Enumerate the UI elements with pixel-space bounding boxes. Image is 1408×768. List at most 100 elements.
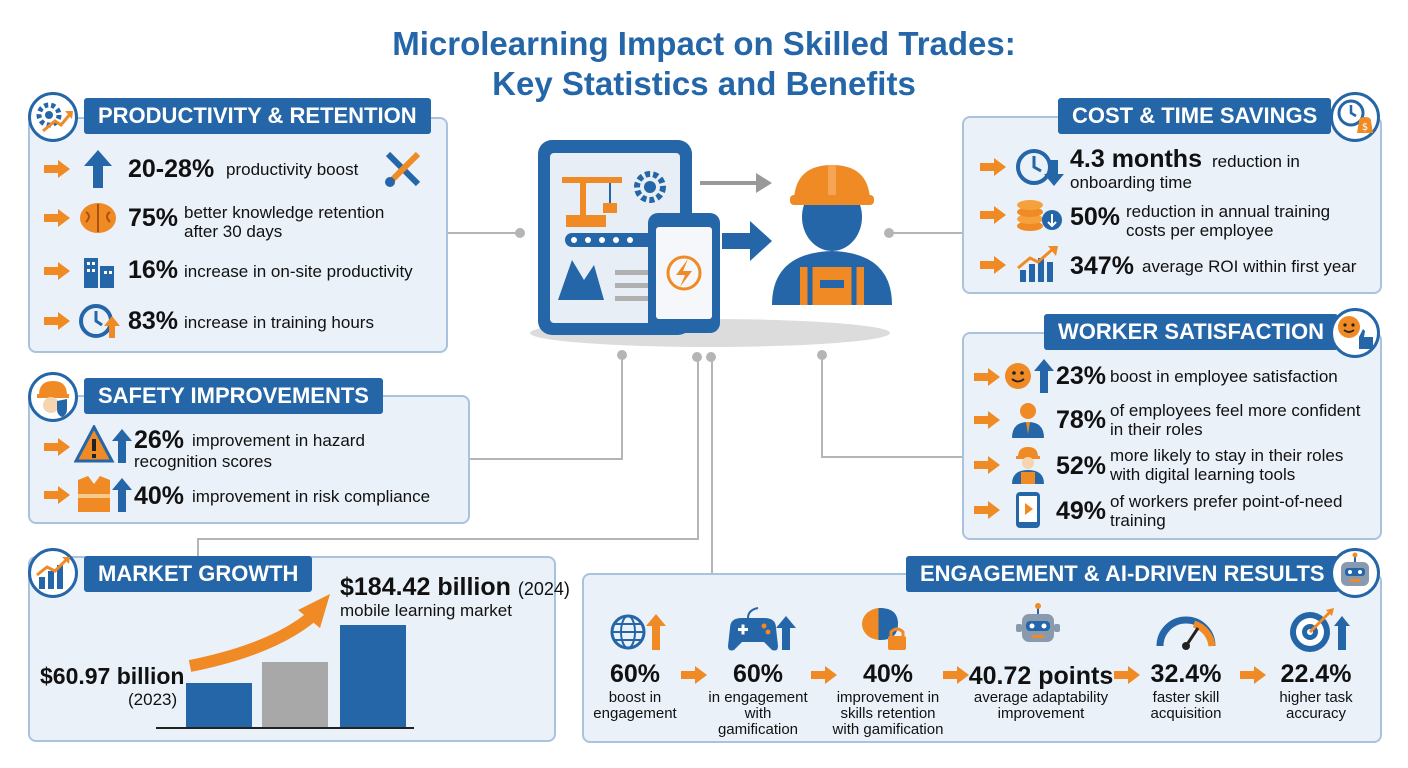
clock-money-icon: $ [1330,92,1380,142]
engagement-value-2: 60% [732,660,784,688]
productivity-value-3: 16% [128,256,179,284]
safety-text-1: improvement in hazard [192,431,365,450]
productivity-value-2: 75% [128,204,179,232]
robot-icon [1016,603,1060,642]
cost-header: COST & TIME SAVINGS [1058,98,1332,134]
growth-chart-icon [28,548,78,598]
bullet-arrow-icon [974,411,1000,429]
growth-chart-icon [1017,246,1058,282]
market-2024-value: $184.42 billion (2024) [340,573,570,602]
satisfaction-value-4: 49% [1056,497,1107,525]
engagement-value-3: 40% [862,660,914,688]
productivity-text-2: better knowledge retention [184,203,385,222]
vest-icon [78,476,132,512]
bullet-arrow-icon [1240,666,1266,684]
satisfaction-value-2: 78% [1056,406,1107,434]
warning-icon [74,425,132,463]
bullet-arrow-icon [44,209,70,227]
target-icon [1290,608,1350,652]
smiley-thumbs-up-icon [1330,308,1380,358]
cost-value-2: 50% [1070,203,1121,231]
satisfaction-text-3: more likely to stay in their roles [1110,446,1344,465]
cost-text-3: average ROI within first year [1142,257,1357,276]
coins-icon [1017,200,1062,231]
gear-growth-icon [28,92,78,142]
bullet-arrow-icon [44,160,70,178]
central-illustration [530,140,892,347]
bullet-arrow-icon [44,262,70,280]
gauge-icon [1156,616,1216,650]
engagement-label-2-line-3: gamification [717,721,799,738]
robot-icon [1330,548,1380,598]
engagement-value-6: 22.4% [1280,660,1352,688]
clock-up-icon [79,304,120,338]
engagement-value-1: 60% [609,660,661,688]
satisfaction-text-3b: with digital learning tools [1110,465,1296,484]
building-icon [84,258,114,288]
market-2023-year: (2023) [128,690,178,709]
bullet-arrow-icon [44,438,70,456]
engagement-label-6-line-2: accuracy [1285,705,1347,722]
productivity-value-4: 83% [128,307,179,335]
satisfaction-header: WORKER SATISFACTION [1044,314,1339,350]
worker-icon [1012,447,1044,484]
productivity-text-2b: after 30 days [184,222,283,241]
productivity-header: PRODUCTIVITY & RETENTION [84,98,431,134]
market-bar-chart [156,594,414,729]
engagement-label-6-line-1: higher task [1279,689,1353,706]
gamepad-icon [728,607,796,651]
gear-icon [634,171,666,203]
employee-icon [1012,403,1044,438]
bullet-arrow-icon [681,666,707,684]
globe-up-icon [610,614,666,650]
growth-arrow [188,613,314,672]
engagement-label-3: improvement in skills retention with gam… [823,690,953,738]
market-2024-year: (2024) [517,579,570,599]
bullet-arrow-icon [943,666,969,684]
brain-lock-icon [862,608,906,650]
engagement-panel [582,573,1382,743]
market-2023-value: $60.97 billion [40,663,185,689]
svg-text:$: $ [1362,122,1368,133]
engagement-label-5: faster skill acquisition [1136,690,1236,722]
brain-icon [80,203,116,233]
engagement-label-3-line-3: with gamification [832,721,944,738]
engagement-label-2-line-1: in engagement [708,689,808,706]
market-bar-mid [262,662,328,728]
bullet-arrow-icon [44,312,70,330]
cost-value-1: 4.3 months [1070,145,1202,173]
cost-text-1b: onboarding time [1070,173,1192,192]
engagement-label-2: in engagement with gamification [698,690,818,738]
engagement-label-3-line-2: skills retention [840,705,936,722]
bullet-arrow-icon [44,486,70,504]
engagement-label-2-line-2: with [744,705,772,722]
engagement-value-4: 40.72 points [968,662,1114,690]
safety-value-2: 40% [134,482,185,510]
productivity-text-3: increase in on-site productivity [184,262,413,281]
satisfaction-text-4: of workers prefer point-of-need [1110,492,1343,511]
productivity-text-4: increase in training hours [184,313,374,332]
phone-play-icon [1016,492,1040,528]
engagement-label-4: average adaptability improvement [966,690,1116,722]
safety-value-1: 26% [134,426,185,454]
market-header: MARKET GROWTH [84,556,313,592]
up-arrow-icon [84,150,112,188]
satisfaction-text-2b: in their roles [1110,420,1203,439]
safety-text-1b: recognition scores [134,452,272,471]
helmet-shield-icon [28,372,78,422]
engagement-header: ENGAGEMENT & AI-DRIVEN RESULTS [906,556,1339,592]
safety-text-2: improvement in risk compliance [192,487,431,506]
bullet-arrow-icon [974,456,1000,474]
market-bar-2024 [340,625,406,728]
satisfaction-text-2: of employees feel more confident [1110,401,1361,420]
satisfaction-text-4b: training [1110,511,1166,530]
title-line-2: Key Statistics and Benefits [492,65,916,102]
cost-value-3: 347% [1070,252,1134,280]
engagement-label-5-line-1: faster skill [1152,689,1220,706]
worker-icon [772,165,892,305]
engagement-value-5: 32.4% [1150,660,1222,688]
page-title: Microlearning Impact on Skilled Trades: … [0,24,1408,104]
engagement-label-6: higher task accuracy [1266,690,1366,722]
bullet-arrow-icon [974,501,1000,519]
satisfaction-value-1: 23% [1056,362,1107,390]
